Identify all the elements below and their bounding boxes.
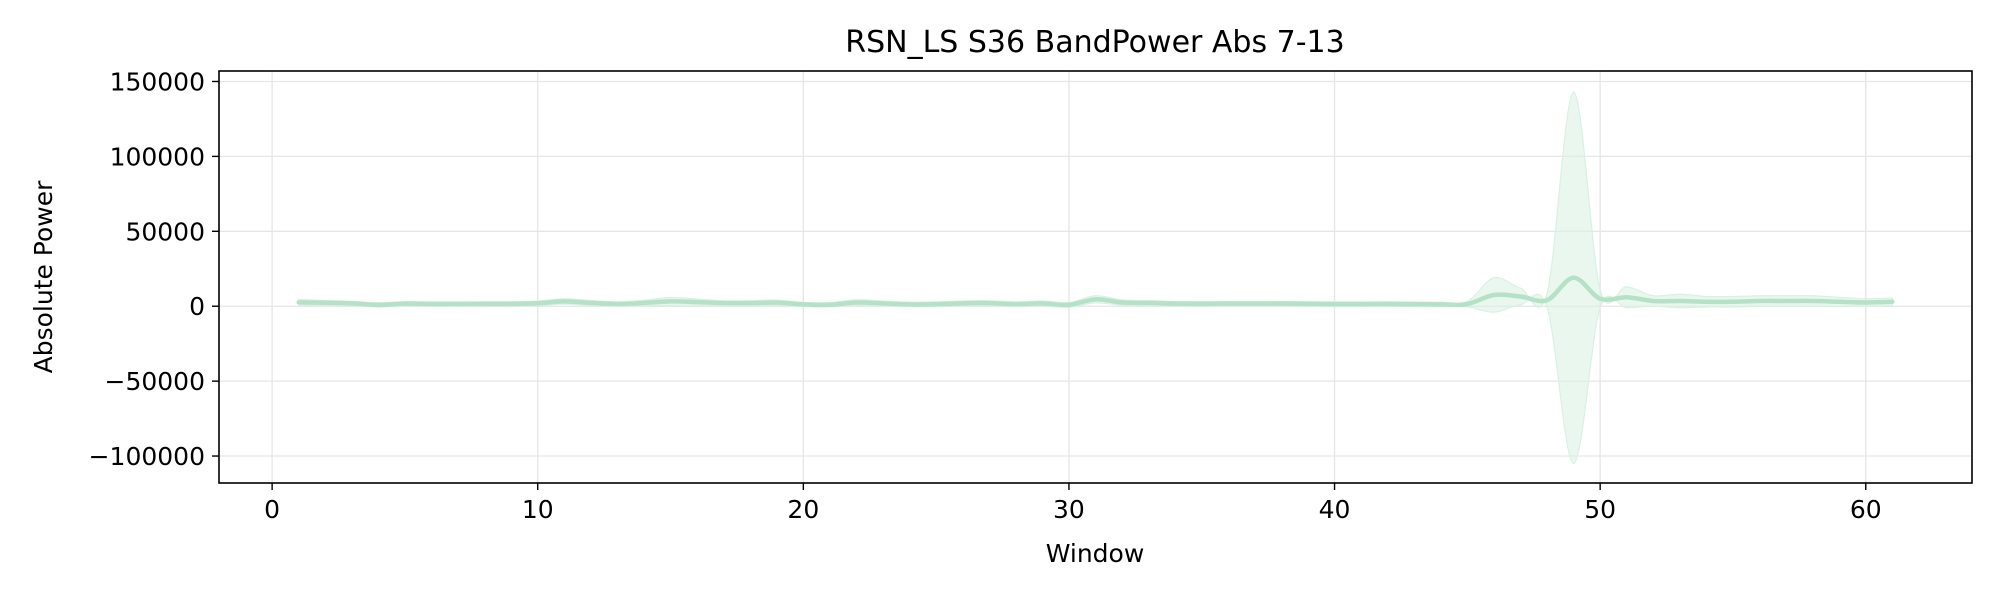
x-axis-label: Window bbox=[1046, 539, 1145, 568]
tick-layer: 0 10 20 30 40 50 60 −100000 −50000 0 50000 100000 15… bbox=[89, 67, 1882, 524]
x-tick-label: 60 bbox=[1850, 495, 1882, 524]
y-tick-label: −50000 bbox=[105, 367, 205, 396]
x-tick-label: 40 bbox=[1319, 495, 1351, 524]
y-tick-label: −100000 bbox=[89, 442, 205, 471]
plot-frame bbox=[218, 70, 1973, 484]
mean-line bbox=[296, 275, 1895, 308]
grid-layer bbox=[219, 71, 1972, 483]
y-tick-label: 0 bbox=[189, 292, 205, 321]
y-axis-label: Absolute Power bbox=[29, 180, 58, 374]
x-tick-label: 50 bbox=[1584, 495, 1616, 524]
x-tick-label: 30 bbox=[1053, 495, 1085, 524]
x-tick-label: 10 bbox=[522, 495, 554, 524]
y-tick-label: 100000 bbox=[110, 142, 205, 171]
y-tick-label: 50000 bbox=[125, 217, 205, 246]
series-layer bbox=[296, 91, 1895, 465]
x-tick-label: 0 bbox=[264, 495, 280, 524]
x-tick-label: 20 bbox=[787, 495, 819, 524]
chart-title: RSN_LS S36 BandPower Abs 7-13 bbox=[845, 25, 1344, 60]
y-tick-label: 150000 bbox=[110, 67, 205, 96]
